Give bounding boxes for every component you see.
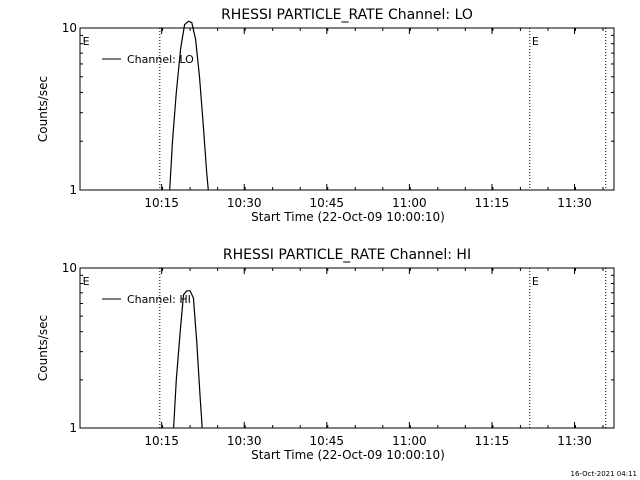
x-tick-label: 11:00 [392, 434, 427, 448]
footer-timestamp: 16-Oct-2021 04:11 [571, 470, 637, 478]
chart-panel-lo: RHESSI PARTICLE_RATE Channel: LO Start Ti… [36, 7, 615, 224]
x-tick-label: 10:30 [227, 434, 262, 448]
x-tick-label: 11:15 [475, 434, 510, 448]
x-tick-label: 11:15 [475, 196, 510, 210]
x-tick-label: 10:30 [227, 196, 262, 210]
chart-panel-hi: RHESSI PARTICLE_RATE Channel: HI Start Ti… [36, 247, 615, 462]
x-tick-label: 11:30 [557, 434, 592, 448]
event-label: E [83, 35, 90, 48]
x-tick-label: 10:45 [309, 434, 344, 448]
x-axis-label: Start Time (22-Oct-09 10:00:10) [251, 448, 445, 462]
x-tick-label: 10:15 [144, 434, 179, 448]
event-label: E [532, 275, 539, 288]
y-tick-label: 10 [62, 21, 77, 35]
legend-label: Channel: LO [127, 53, 194, 66]
x-axis-label: Start Time (22-Oct-09 10:00:10) [251, 210, 445, 224]
y-axis-label: Counts/sec [36, 315, 50, 381]
y-tick-label: 10 [62, 261, 77, 275]
x-tick-label: 11:30 [557, 196, 592, 210]
chart-title: RHESSI PARTICLE_RATE Channel: HI [223, 247, 471, 263]
y-tick-label: 1 [69, 421, 77, 435]
x-tick-label: 10:15 [144, 196, 179, 210]
plot-frame [79, 27, 615, 191]
legend-label: Channel: HI [127, 293, 191, 306]
chart-title: RHESSI PARTICLE_RATE Channel: LO [221, 7, 473, 23]
x-tick-label: 10:45 [309, 196, 344, 210]
plot-frame [79, 267, 615, 429]
y-tick-label: 1 [69, 183, 77, 197]
x-tick-label: 11:00 [392, 196, 427, 210]
y-axis-label: Counts/sec [36, 76, 50, 142]
event-label: E [532, 35, 539, 48]
series-line [173, 290, 203, 429]
event-label: E [83, 275, 90, 288]
series-line [169, 20, 209, 191]
